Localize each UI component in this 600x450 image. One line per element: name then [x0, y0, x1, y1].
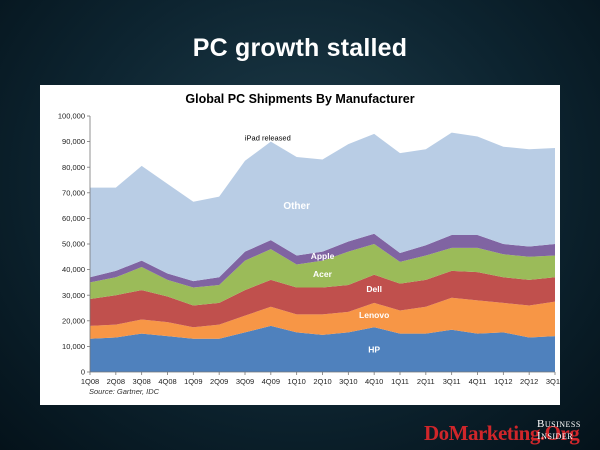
x-tick-label: 1Q12 [494, 377, 512, 386]
business-insider-logo: Business Insider [537, 418, 597, 442]
area-other [90, 132, 555, 282]
y-tick-label: 90,000 [62, 137, 85, 146]
series-label-hp: HP [368, 345, 380, 355]
x-tick-label: 1Q10 [287, 377, 305, 386]
stacked-area-chart: 0 10,000 20,000 30,000 40,000 50,000 60,000 70,… [58, 112, 560, 386]
bi-intelligence-badge: BI Intelligence [95, 121, 173, 133]
y-tick-label: 30,000 [62, 291, 85, 300]
area-apple [90, 233, 555, 288]
axes-layer: 0 10,000 20,000 30,000 40,000 50,000 60,000 70,… [58, 112, 560, 386]
x-tick-label: 3Q09 [236, 377, 254, 386]
series-label-acer: Acer [313, 269, 333, 279]
x-tick-label: 1Q08 [81, 377, 99, 386]
series-label-apple: Apple [311, 251, 335, 261]
x-tick-label: 2Q12 [520, 377, 538, 386]
y-tick-label: 100,000 [58, 112, 85, 121]
areas-layer [90, 132, 555, 372]
area-lenovo [90, 297, 555, 339]
logo-line-1: Business [537, 418, 581, 430]
x-tick-label: 1Q09 [184, 377, 202, 386]
series-label-other: Other [283, 201, 310, 212]
series-label-dell: Dell [366, 284, 382, 294]
source-note: Source: Gartner, IDC [89, 387, 160, 396]
x-tick-label: 2Q10 [313, 377, 331, 386]
chart-panel: 0 10,000 20,000 30,000 40,000 50,000 60,000 70,… [40, 85, 560, 405]
y-tick-label: 50,000 [62, 240, 85, 249]
x-tick-label: 1Q11 [391, 377, 409, 386]
chart-title: Global PC Shipments By Manufacturer [185, 92, 415, 106]
labels-layer: HP Lenovo Dell Acer Apple Other iPad released [245, 134, 389, 355]
x-tick-label: 4Q11 [469, 377, 487, 386]
badge-layer: BI Intelligence [95, 121, 173, 133]
x-tick-label: 3Q08 [132, 377, 150, 386]
y-tick-label: 40,000 [62, 265, 85, 274]
x-tick-label: 3Q11 [443, 377, 461, 386]
x-tick-label: 4Q09 [262, 377, 280, 386]
y-tick-label: 20,000 [62, 316, 85, 325]
series-label-lenovo: Lenovo [359, 310, 389, 320]
x-tick-label: 2Q11 [417, 377, 435, 386]
y-tick-label: 80,000 [62, 163, 85, 172]
y-tick-label: 0 [81, 368, 85, 377]
x-tick-label: 2Q09 [210, 377, 228, 386]
annotation-label: iPad released [245, 134, 291, 143]
x-tick-label: 4Q08 [158, 377, 176, 386]
logo-line-2: Insider [537, 430, 574, 442]
y-tick-label: 70,000 [62, 188, 85, 197]
y-tick-label: 10,000 [62, 342, 85, 351]
x-tick-label: 2Q08 [107, 377, 125, 386]
area-hp [90, 325, 555, 372]
area-dell [90, 270, 555, 328]
slide-title: PC growth stalled [192, 34, 408, 62]
area-acer [90, 244, 555, 306]
x-tick-label: 4Q10 [365, 377, 383, 386]
x-tick-label: 3Q10 [339, 377, 357, 386]
x-tick-label: 3Q12 [546, 377, 560, 386]
y-tick-label: 60,000 [62, 214, 85, 223]
watermark-logo: DoMarketing.Org [424, 421, 580, 445]
